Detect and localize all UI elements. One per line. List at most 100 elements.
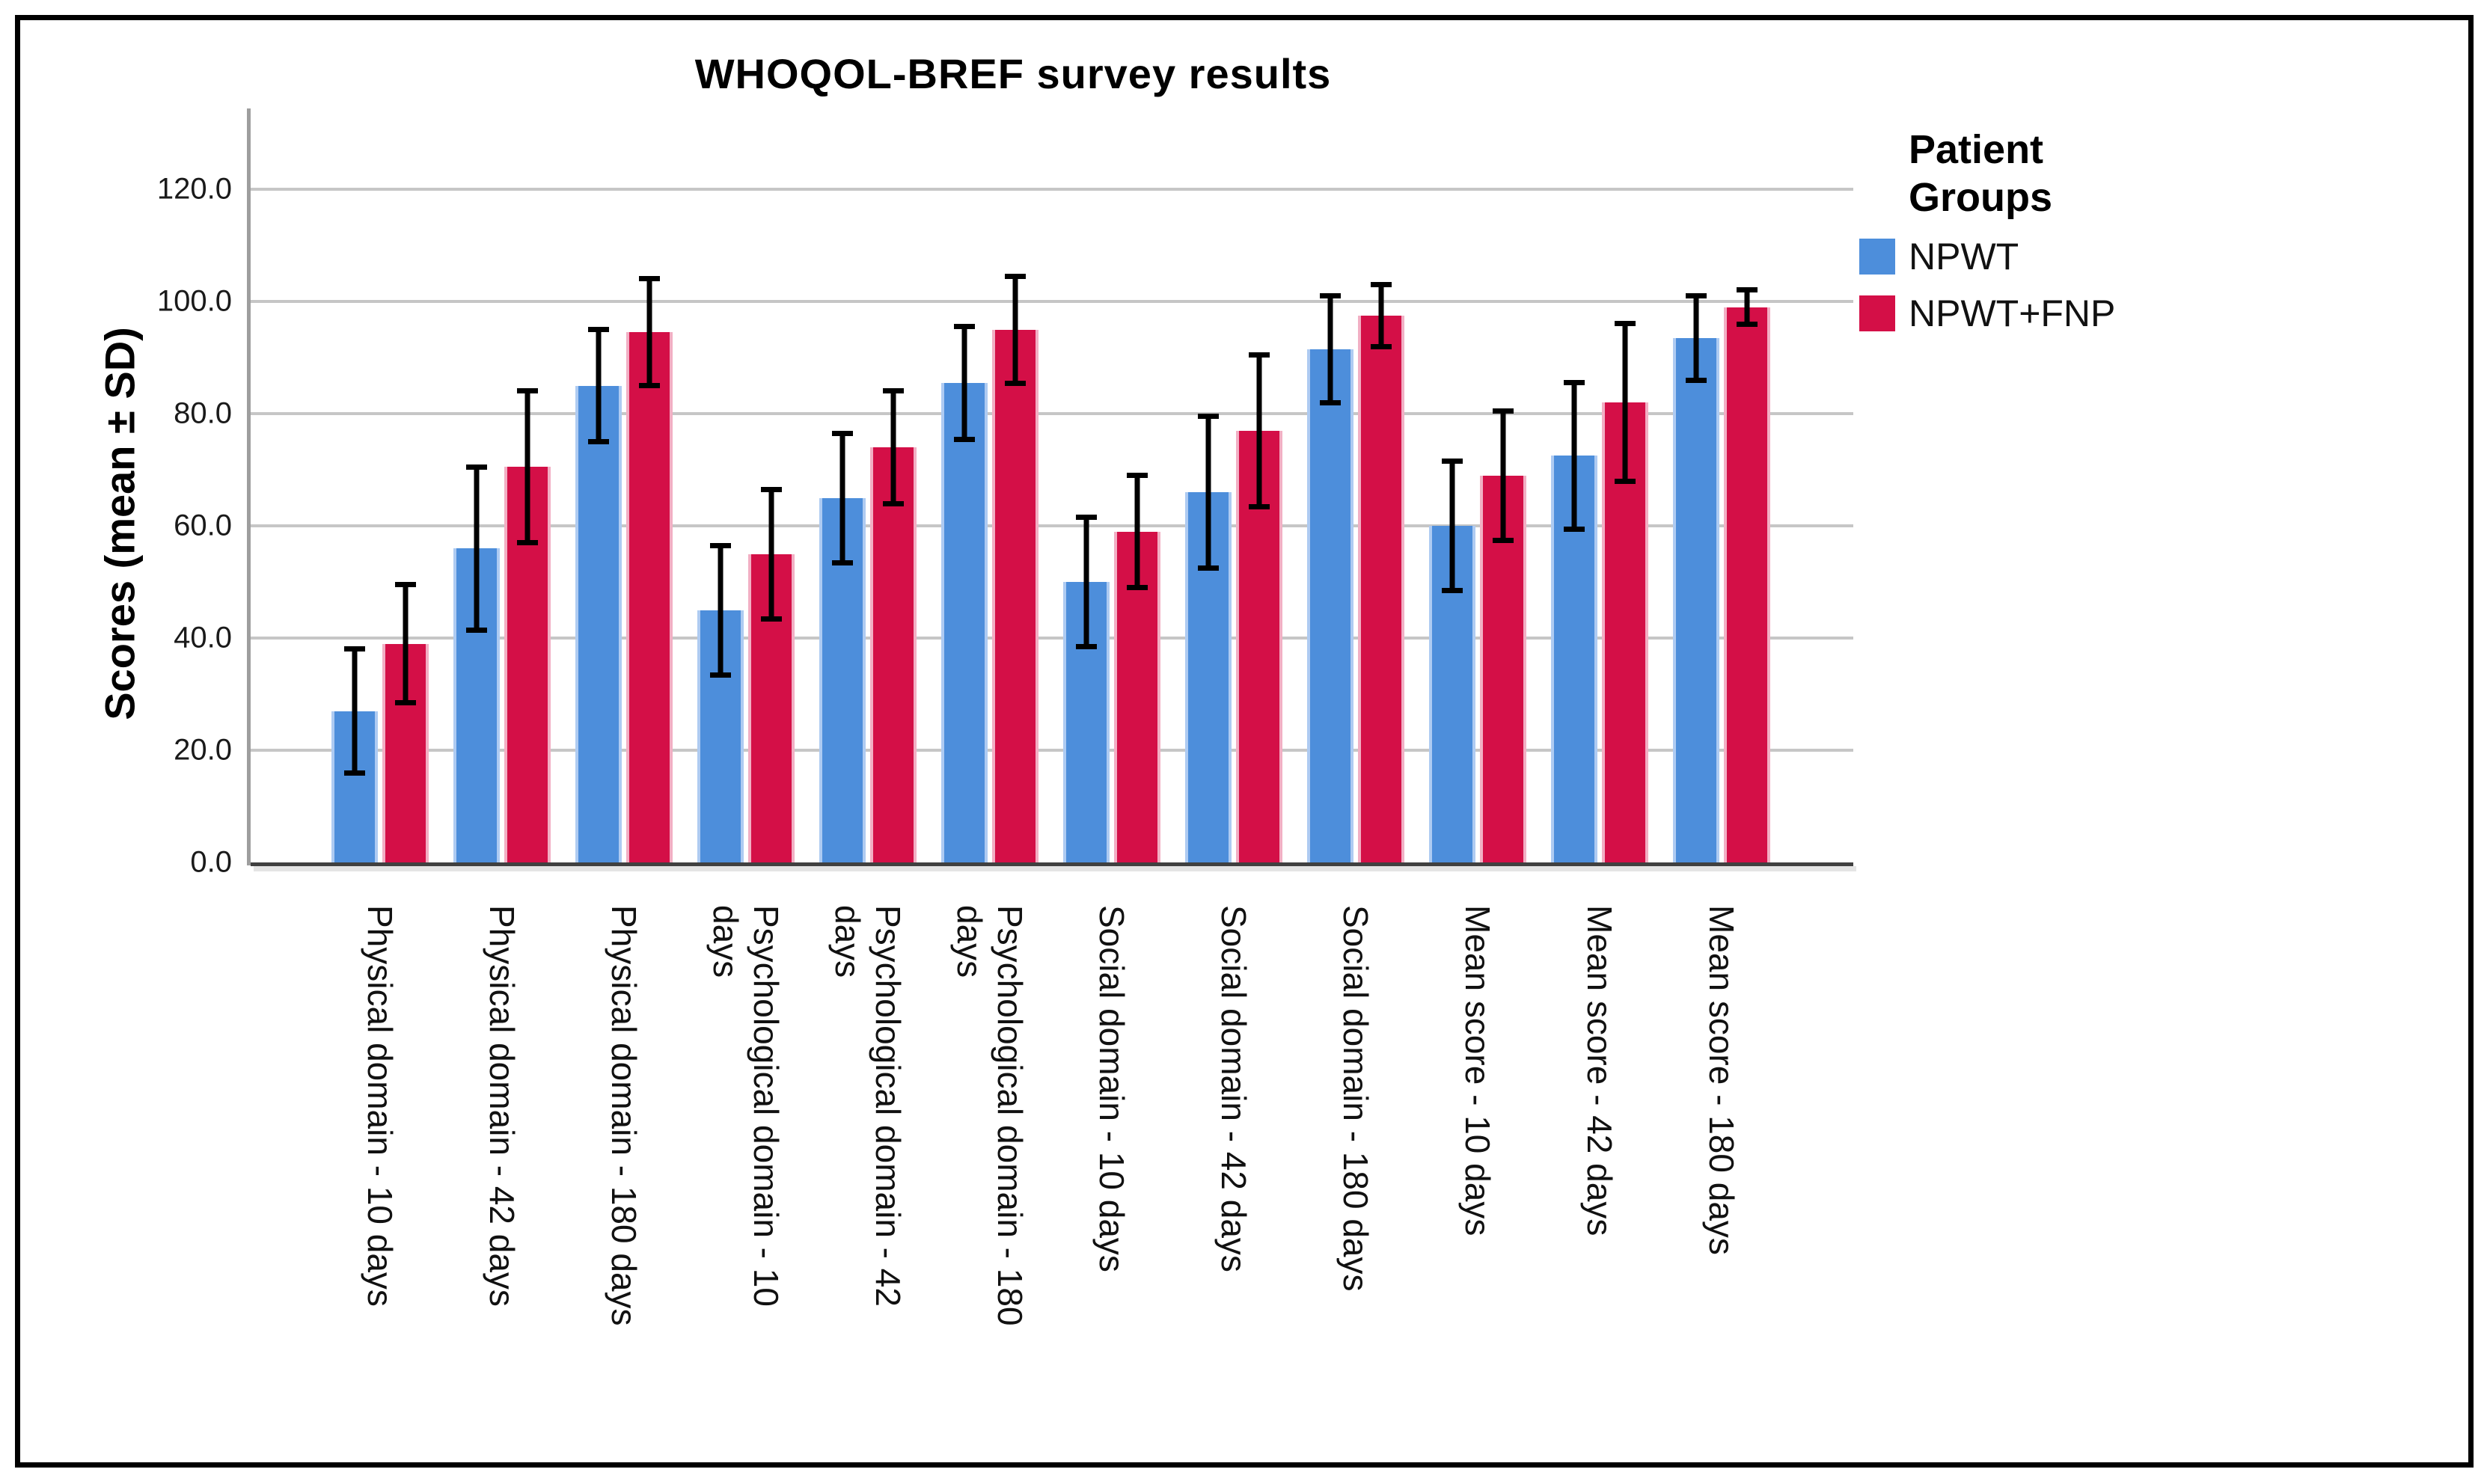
error-bar-npwt-6 [1076,515,1097,649]
x-axis-label-line: Social domain - 42 days [1214,905,1253,1272]
x-axis-label-line: Psychological domain - 10 [747,905,786,1307]
error-bar-stem [1378,281,1384,349]
error-bar-cap [639,276,660,282]
error-bar-cap [466,464,487,470]
error-bar-cap [1737,287,1758,293]
error-bar-stem [1012,273,1018,386]
x-axis-label-1: Physical domain - 42 days [482,905,522,1307]
error-bar-cap [1198,414,1219,419]
error-bar-stem [596,326,602,445]
error-bar-npwt-11 [1686,292,1707,383]
y-tick-label: 0.0 [190,845,232,879]
x-axis-label-4: Psychological domain - 42 days [828,905,908,1307]
error-bar-npwt-fnp-9 [1493,408,1514,543]
error-bar-npwt-fnp-3 [761,486,782,622]
error-bar-cap [1127,585,1148,591]
y-tick-label: 100.0 [156,284,232,318]
y-tick-label: 120.0 [156,172,232,206]
error-bar-npwt-7 [1198,414,1219,571]
error-bar-stem [1500,408,1506,543]
error-bar-cap [1564,380,1585,385]
legend-title: Patient Groups [1909,126,2428,221]
error-bar-cap [832,559,853,565]
error-bar-npwt-9 [1442,459,1463,593]
x-axis-label-5: Psychological domain - 180 days [949,905,1030,1326]
error-bar-cap [1615,478,1636,484]
error-bar-cap [639,383,660,389]
error-bar-cap [1686,292,1707,298]
x-axis-label-8: Social domain - 180 days [1336,905,1376,1292]
error-bar-npwt-8 [1320,292,1341,405]
error-bar-cap [395,700,416,705]
x-axis-label-line: Social domain - 180 days [1336,905,1375,1292]
error-bar-cap [1249,503,1270,509]
error-bar-stem [1256,352,1262,509]
x-axis-label-line: Physical domain - 42 days [483,905,521,1307]
x-axis-label-10: Mean score - 42 days [1579,905,1620,1236]
x-axis-label-3: Psychological domain - 10 days [706,905,786,1307]
legend-item-label: NPWT [1909,236,2019,278]
error-bar-stem [768,486,774,622]
error-bar-stem [839,430,845,565]
error-bar-stem [1083,515,1089,649]
error-bar-cap [1371,343,1392,349]
error-bar-npwt-fnp-2 [639,276,660,389]
error-bar-cap [1249,352,1270,358]
error-bar-stem [474,464,480,633]
bar-npwt-8 [1307,349,1353,862]
npwt-swatch-icon [1859,239,1895,275]
error-bar-cap [954,324,975,329]
error-bar-cap [1005,380,1026,386]
error-bar-npwt-fnp-8 [1371,281,1392,349]
bar-npwt-fnp-10 [1602,402,1648,862]
x-axis-label-9: Mean score - 10 days [1457,905,1498,1236]
x-axis-label-line: Mean score - 42 days [1580,905,1619,1236]
error-bar-stem [1693,292,1699,383]
error-bar-cap [954,436,975,442]
x-axis-label-line: Psychological domain - 42 [869,905,908,1307]
error-bar-npwt-fnp-4 [883,388,904,506]
legend-item-npwt: NPWT [1859,235,2428,278]
y-tick-label: 80.0 [174,396,232,430]
x-axis-label-0: Physical domain - 10 days [360,905,400,1307]
npwt-fnp-swatch-icon [1859,295,1895,331]
bar-npwt-fnp-2 [626,332,673,862]
error-bar-stem [1449,459,1455,593]
error-bar-npwt-2 [588,326,609,445]
legend-title-line1: Patient [1909,127,2044,172]
error-bar-stem [1622,321,1628,484]
error-bar-cap [761,486,782,492]
error-bar-cap [1076,515,1097,520]
error-bar-cap [1493,537,1514,543]
error-bar-cap [1686,377,1707,383]
error-bar-stem [1744,287,1750,327]
error-bar-cap [344,770,365,776]
error-bar-npwt-fnp-0 [395,582,416,705]
error-bar-cap [710,672,731,678]
error-bar-cap [761,616,782,622]
x-axis-label-line: days [950,905,989,978]
error-bar-cap [832,430,853,436]
error-bar-stem [718,542,724,678]
error-bar-npwt-fnp-6 [1127,472,1148,591]
error-bar-npwt-1 [466,464,487,633]
error-bar-cap [1564,526,1585,532]
error-bar-cap [1005,273,1026,279]
error-bar-npwt-fnp-1 [517,388,538,546]
gridline-60 [251,524,1853,527]
gridline-20 [251,749,1853,752]
error-bar-cap [1127,472,1148,478]
y-tick-label: 20.0 [174,733,232,767]
error-bar-npwt-10 [1564,380,1585,532]
error-bar-stem [1134,472,1140,591]
error-bar-cap [517,540,538,546]
error-bar-cap [466,627,487,633]
error-bar-cap [710,542,731,548]
legend-title-line2: Groups [1909,175,2053,220]
error-bar-stem [352,646,358,776]
x-axis-shadow [254,866,1856,871]
x-axis-label-11: Mean score - 180 days [1701,905,1742,1255]
legend: Patient Groups NPWT NPWT+FNP [1859,126,2428,335]
bar-npwt-fnp-8 [1358,315,1404,862]
x-axis-label-line: Mean score - 10 days [1458,905,1497,1236]
